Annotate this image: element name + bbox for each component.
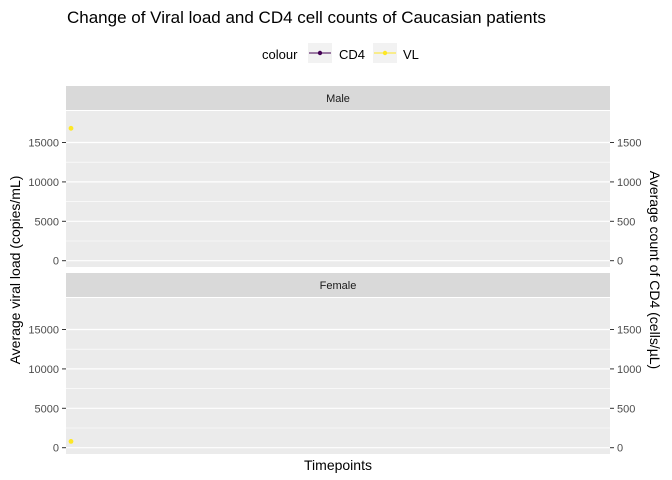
facet-strip-label: Male	[326, 93, 350, 105]
y-right-tick-label: 500	[617, 216, 635, 228]
legend-label-cd4: CD4	[339, 47, 365, 62]
y-right-tick-label: 0	[617, 256, 623, 268]
panel-background	[66, 111, 610, 267]
y-left-tick-label: 15000	[28, 138, 59, 150]
facet-strip	[66, 86, 610, 110]
legend-key-cd4	[308, 43, 332, 63]
legend-label-vl: VL	[403, 47, 419, 62]
data-point-vl	[68, 125, 74, 131]
y-left-tick-label: 10000	[28, 364, 59, 376]
chart-title: Change of Viral load and CD4 cell counts…	[67, 8, 546, 27]
facet-strip-label: Female	[320, 280, 357, 292]
y-right-tick-label: 1500	[617, 325, 641, 337]
y-left-tick-label: 0	[53, 256, 59, 268]
y-left-tick-label: 10000	[28, 177, 59, 189]
facet-panels: Male050001000015000050010001500Female050…	[28, 86, 641, 455]
panel-background	[66, 298, 610, 454]
facet-strip	[66, 273, 610, 297]
data-point-vl	[68, 438, 74, 444]
y-left-tick-label: 5000	[35, 216, 59, 228]
y-right-tick-label: 1000	[617, 177, 641, 189]
y-right-tick-label: 1500	[617, 138, 641, 150]
y-axis-title-left: Average viral load (copies/mL)	[7, 176, 23, 365]
y-right-tick-label: 500	[617, 403, 635, 415]
y-right-tick-label: 0	[617, 443, 623, 455]
legend-title: colour	[262, 47, 298, 62]
y-left-tick-label: 0	[53, 443, 59, 455]
x-axis-title: Timepoints	[304, 457, 372, 473]
y-left-tick-label: 5000	[35, 403, 59, 415]
legend: colour CD4 VL	[262, 43, 419, 63]
y-right-tick-label: 1000	[617, 364, 641, 376]
y-left-tick-label: 15000	[28, 325, 59, 337]
y-axis-title-right: Average count of CD4 (cells/µL)	[647, 171, 663, 369]
facet-female: Female 0 5000 10000 15000 0 500 1000 1500	[28, 273, 641, 455]
facet-male: Male 0 5000 10000 15000 0 500 1000 1500	[28, 86, 641, 268]
legend-key-vl	[373, 43, 397, 63]
